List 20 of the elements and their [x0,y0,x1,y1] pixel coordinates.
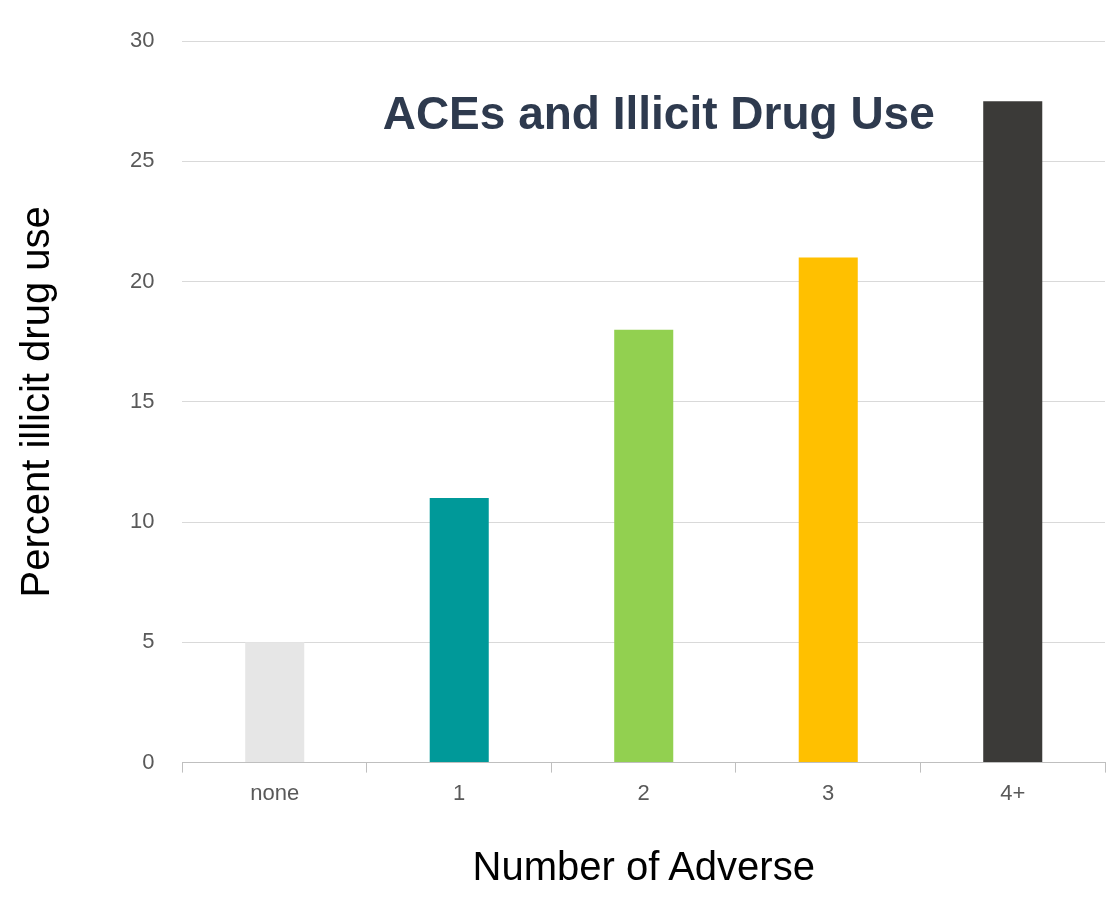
bar [983,101,1043,763]
y-tick-label: 15 [129,387,155,413]
y-axis-title: Percent illicit drug use [13,206,58,598]
y-tick-label: 10 [129,508,155,534]
y-tick-label: 20 [129,267,155,293]
y-tick-label: 5 [142,628,155,654]
x-tick-label: 2 [637,779,650,805]
bar [798,257,858,763]
bar [614,329,674,763]
x-axis-title: Number of Adverse [472,844,815,889]
text: ACEs and Illicit Drug Use [382,86,935,139]
bar [245,642,305,763]
y-tick-label: 25 [129,147,155,173]
x-tick-label: 3 [822,779,835,805]
x-tick-label: 1 [453,779,466,805]
y-tick-label: 30 [129,27,155,53]
x-tick-label: 4+ [1000,779,1026,805]
x-tick-label: none [250,779,300,805]
bar [429,498,489,763]
y-tick-label: 0 [142,748,155,774]
